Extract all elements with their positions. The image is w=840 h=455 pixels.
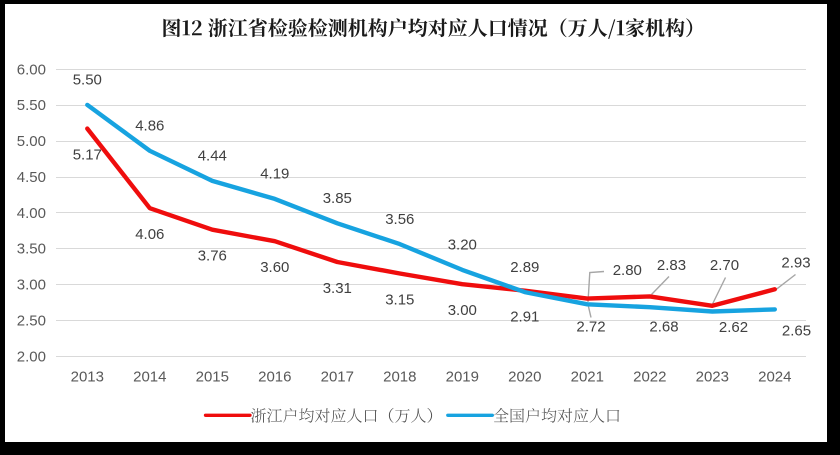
svg-text:5.50: 5.50 — [73, 72, 102, 89]
svg-text:3.31: 3.31 — [323, 280, 352, 297]
svg-text:2018: 2018 — [383, 369, 416, 386]
svg-text:5.50: 5.50 — [17, 97, 46, 114]
svg-text:3.50: 3.50 — [17, 241, 46, 258]
svg-text:3.00: 3.00 — [448, 302, 477, 319]
svg-text:5.17: 5.17 — [73, 146, 102, 163]
svg-text:2024: 2024 — [758, 369, 791, 386]
svg-text:2.83: 2.83 — [657, 257, 686, 274]
svg-text:2016: 2016 — [258, 369, 291, 386]
svg-text:5.00: 5.00 — [17, 133, 46, 150]
svg-text:2022: 2022 — [633, 369, 666, 386]
svg-text:3.60: 3.60 — [260, 259, 289, 276]
svg-text:2013: 2013 — [71, 369, 104, 386]
svg-text:2020: 2020 — [508, 369, 541, 386]
svg-text:2.62: 2.62 — [719, 319, 748, 336]
svg-text:2.70: 2.70 — [710, 257, 739, 274]
svg-text:2.93: 2.93 — [781, 254, 810, 271]
svg-text:3.20: 3.20 — [448, 237, 477, 254]
svg-text:6.00: 6.00 — [17, 61, 46, 78]
svg-text:4.50: 4.50 — [17, 169, 46, 186]
svg-text:3.15: 3.15 — [385, 291, 414, 308]
svg-text:3.00: 3.00 — [17, 277, 46, 294]
svg-text:4.06: 4.06 — [135, 226, 164, 243]
svg-text:2.91: 2.91 — [510, 309, 539, 326]
svg-text:2.89: 2.89 — [510, 259, 539, 276]
svg-text:2019: 2019 — [446, 369, 479, 386]
svg-text:2017: 2017 — [321, 369, 354, 386]
svg-text:2015: 2015 — [196, 369, 229, 386]
svg-text:2.65: 2.65 — [782, 322, 811, 339]
svg-text:4.19: 4.19 — [260, 166, 289, 183]
svg-text:2.68: 2.68 — [649, 318, 678, 335]
svg-text:4.86: 4.86 — [135, 118, 164, 135]
svg-text:2.72: 2.72 — [576, 318, 605, 335]
svg-text:2014: 2014 — [133, 369, 166, 386]
svg-text:2023: 2023 — [696, 369, 729, 386]
svg-text:4.00: 4.00 — [17, 205, 46, 222]
svg-text:4.44: 4.44 — [198, 148, 227, 165]
svg-text:3.56: 3.56 — [385, 211, 414, 228]
svg-text:2.80: 2.80 — [613, 262, 642, 279]
svg-text:2.50: 2.50 — [17, 312, 46, 329]
svg-text:2021: 2021 — [571, 369, 604, 386]
svg-text:3.76: 3.76 — [198, 248, 227, 265]
svg-text:3.85: 3.85 — [323, 190, 352, 207]
svg-text:2.00: 2.00 — [17, 348, 46, 365]
